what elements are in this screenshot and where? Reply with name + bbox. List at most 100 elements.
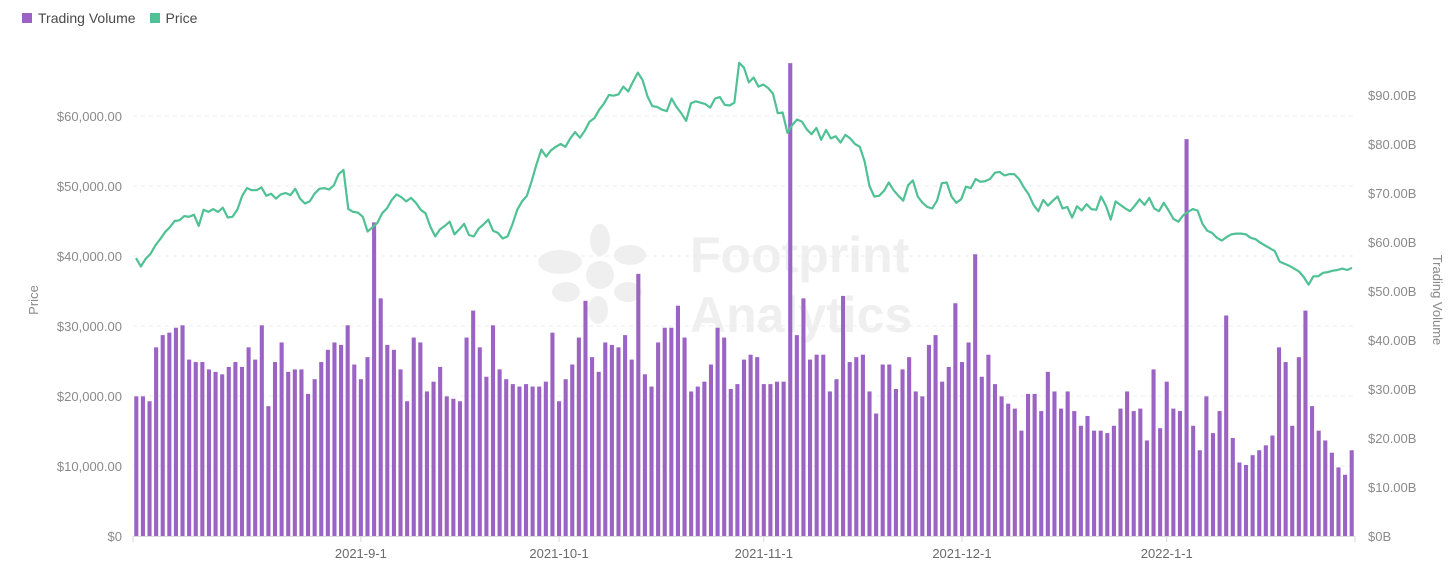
volume-bar [490,325,496,536]
volume-bars [134,63,1354,537]
volume-bar [1276,347,1282,536]
volume-bar [728,389,733,536]
volume-bar [1210,433,1216,536]
volume-bar [345,325,350,536]
volume-bar [1303,310,1308,536]
left-axis-tick-label: $50,000.00 [57,179,122,194]
volume-bar [312,379,317,536]
volume-bar [279,342,284,536]
volume-bar [913,391,918,536]
volume-bar [266,406,271,536]
left-axis-tick-label: $0 [108,529,122,544]
volume-bar [497,369,502,536]
watermark-logo-petal [552,282,580,302]
volume-bar [292,369,297,536]
volume-bar [339,344,344,536]
volume-bar [755,357,760,536]
volume-bar [299,369,304,536]
watermark: Footprint Analytics [538,224,912,343]
volume-bar [213,371,218,536]
volume-bar [821,354,826,536]
volume-bar [134,396,139,536]
volume-bar [1131,411,1136,536]
volume-bar [827,391,832,536]
volume-bar [1296,357,1301,536]
volume-bar [173,327,178,536]
legend-item-trading-volume[interactable]: Trading Volume [22,10,136,26]
volume-bar [1138,408,1143,536]
volume-bar [1105,433,1110,536]
volume-bar [424,391,429,536]
volume-bar [576,337,581,536]
legend: Trading Volume Price [22,10,197,26]
volume-bar [603,342,608,536]
x-axis-tick-label: 2021-12-1 [932,546,991,561]
volume-bar [1085,415,1090,536]
left-axis-tick-label: $30,000.00 [57,319,122,334]
volume-bar [358,379,363,536]
volume-bar [517,386,522,536]
volume-bar [880,364,885,536]
volume-bar [1230,438,1235,536]
volume-bar [504,379,509,536]
volume-bar [1098,430,1103,536]
volume-bar [1349,450,1354,536]
volume-bar [1072,411,1077,536]
volume-bar [966,342,971,536]
volume-bar [695,386,700,536]
volume-bar [715,327,720,536]
legend-item-price[interactable]: Price [149,10,198,26]
x-axis-tick-label: 2022-1-1 [1141,546,1193,561]
watermark-logo-petal [614,245,646,265]
volume-bar [860,354,865,536]
volume-bar [1144,440,1149,536]
watermark-logo-petal [588,296,608,324]
right-axis-tick-label: $40.00B [1368,333,1416,348]
volume-bar [900,369,905,536]
volume-bar [702,381,707,536]
volume-bar [834,379,839,536]
volume-bar [523,384,529,536]
right-axis-tick-label: $10.00B [1368,480,1416,495]
volume-bar [431,381,436,536]
volume-bar [847,362,852,536]
volume-bar [477,347,482,536]
volume-bar [774,381,780,536]
volume-bar [1257,450,1262,536]
right-axis-label: Trading Volume [1430,255,1445,346]
volume-bar [649,386,654,536]
watermark-text-2: Analytics [690,287,912,343]
volume-bar [332,342,337,536]
volume-bar [372,222,377,536]
volume-bar [286,371,291,536]
left-axis-tick-label: $60,000.00 [57,109,122,124]
volume-bar [563,379,568,536]
left-axis-tick-label: $10,000.00 [57,459,122,474]
left-axis-label: Price [26,285,41,315]
volume-bar [405,401,410,536]
volume-bar [411,337,416,536]
volume-bar [629,359,634,536]
left-axis-ticks: $0 $10,000.00 $20,000.00 $30,000.00 $40,000.… [57,109,122,544]
legend-swatch-trading-volume [22,13,32,23]
right-axis-tick-label: $80.00B [1368,137,1416,152]
right-axis-tick-label: $30.00B [1368,382,1416,397]
watermark-logo-petal [590,224,610,256]
legend-label-price: Price [165,10,198,26]
volume-bar [959,362,965,536]
volume-bar [154,347,159,536]
volume-bar [675,305,680,536]
volume-bar [444,396,449,536]
volume-bar [642,374,647,536]
volume-bar [1059,408,1064,536]
volume-bar [999,396,1004,536]
volume-bar [1177,411,1183,536]
volume-bar [609,344,614,536]
volume-bar [1336,467,1341,536]
volume-bar [272,362,278,536]
volume-bar [1019,430,1024,536]
volume-bar [239,366,245,536]
volume-bar [464,337,469,536]
volume-bar [305,393,311,536]
